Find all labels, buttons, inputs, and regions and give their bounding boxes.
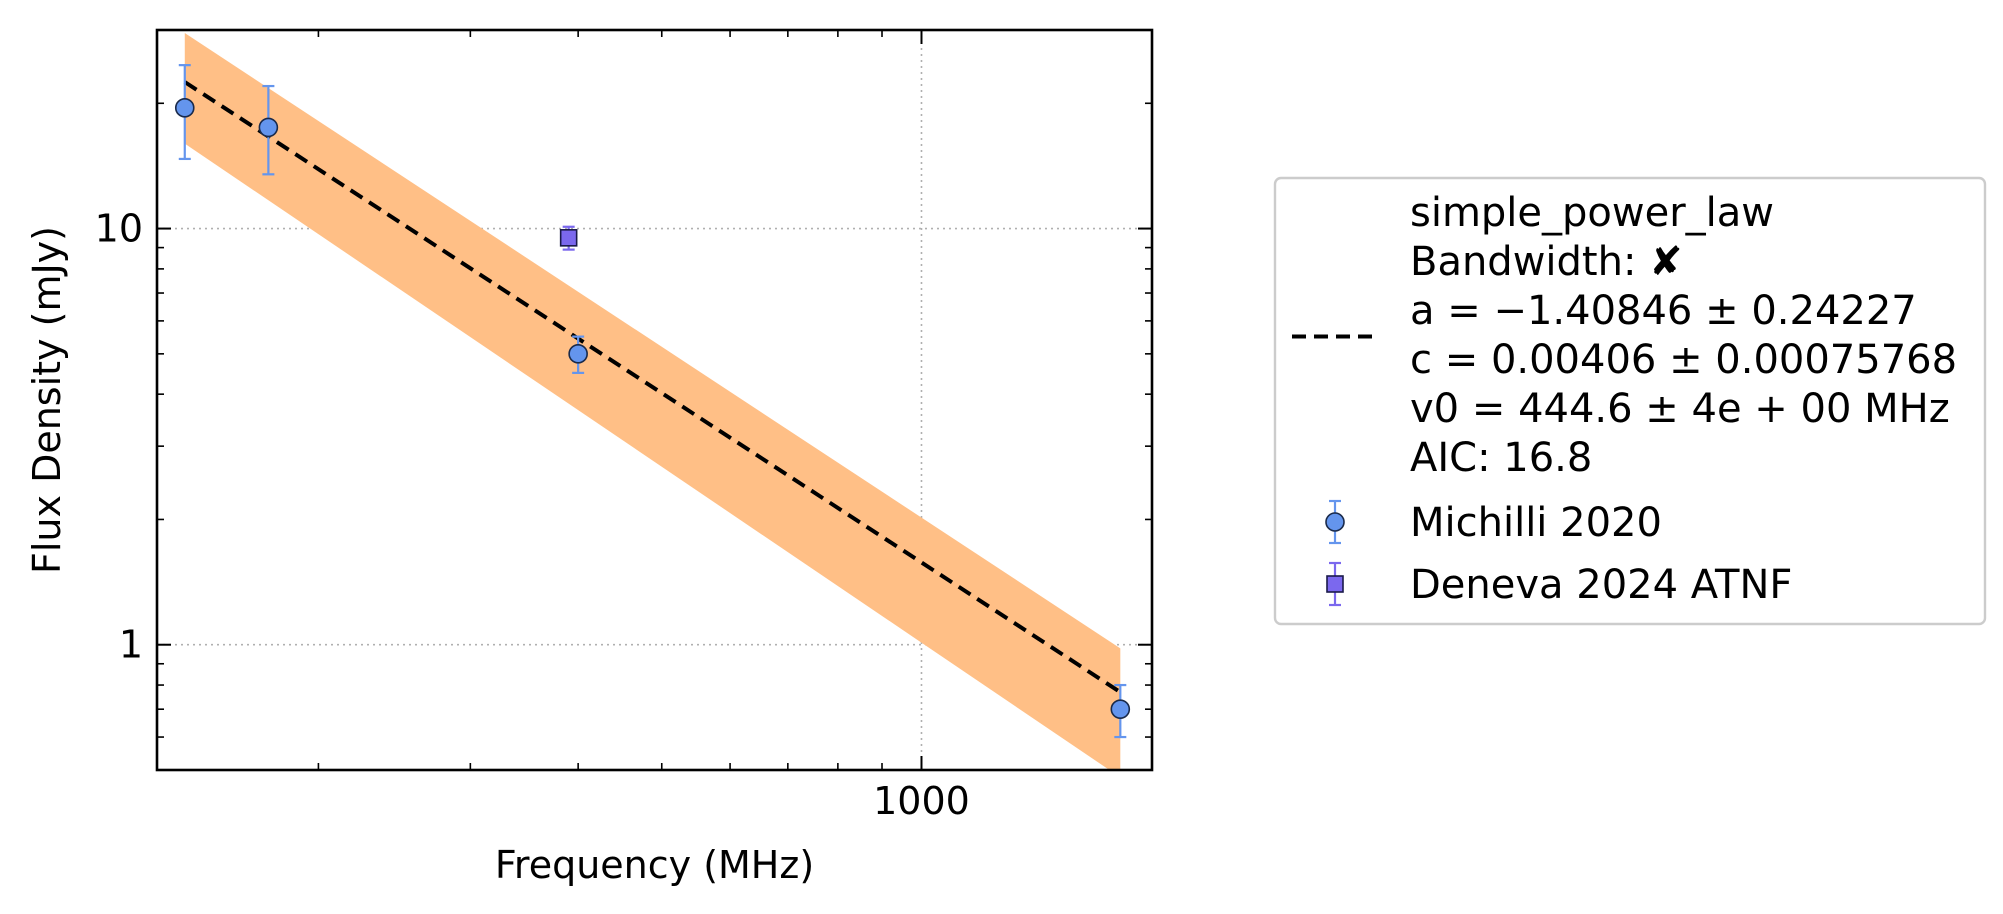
legend-marker-square xyxy=(1326,575,1344,593)
fit-confidence-band xyxy=(184,33,1121,770)
y-tick-label: 1 xyxy=(119,623,143,667)
data-points xyxy=(174,64,1131,739)
plot-frame xyxy=(155,28,1154,772)
fit-line-path xyxy=(183,80,1122,694)
data-point-circle xyxy=(174,98,195,118)
legend-fit-text-line: Bandwidth: ✘ xyxy=(1410,239,1683,285)
legend-box xyxy=(1273,176,1987,626)
legend-marker-circle xyxy=(1325,512,1345,532)
axes xyxy=(155,28,1154,772)
legend-fit-text-line: c = 0.00406 ± 0.00075768 xyxy=(1410,337,1957,383)
data-point-circle xyxy=(258,117,279,138)
legend-series-label: Michilli 2020 xyxy=(1410,500,1662,546)
data-point-circle xyxy=(1110,699,1131,719)
legend-fit-text-line: a = −1.40846 ± 0.24227 xyxy=(1410,288,1917,334)
x-axis-label: Frequency (MHz) xyxy=(495,843,814,887)
legend-fit-text-line: AIC: 16.8 xyxy=(1410,435,1592,481)
legend-fit-text-line: v0 = 444.6 ± 4e + 00 MHz xyxy=(1410,386,1950,432)
x-tick-label: 1000 xyxy=(873,779,970,823)
y-tick-label: 10 xyxy=(95,207,143,251)
fit-line xyxy=(183,80,1122,694)
y-axis-label: Flux Density (mJy) xyxy=(25,226,69,574)
data-point-square xyxy=(559,229,578,247)
ticks: 1000 1 10 xyxy=(95,30,1152,823)
legend-series-label: Deneva 2024 ATNF xyxy=(1410,562,1792,608)
legend-series-entries: Michilli 2020 Deneva 2024 ATNF xyxy=(1325,499,1792,608)
confidence-band xyxy=(184,33,1121,770)
legend-fit-text-line: simple_power_law xyxy=(1410,190,1774,236)
data-point-circle xyxy=(568,344,588,364)
